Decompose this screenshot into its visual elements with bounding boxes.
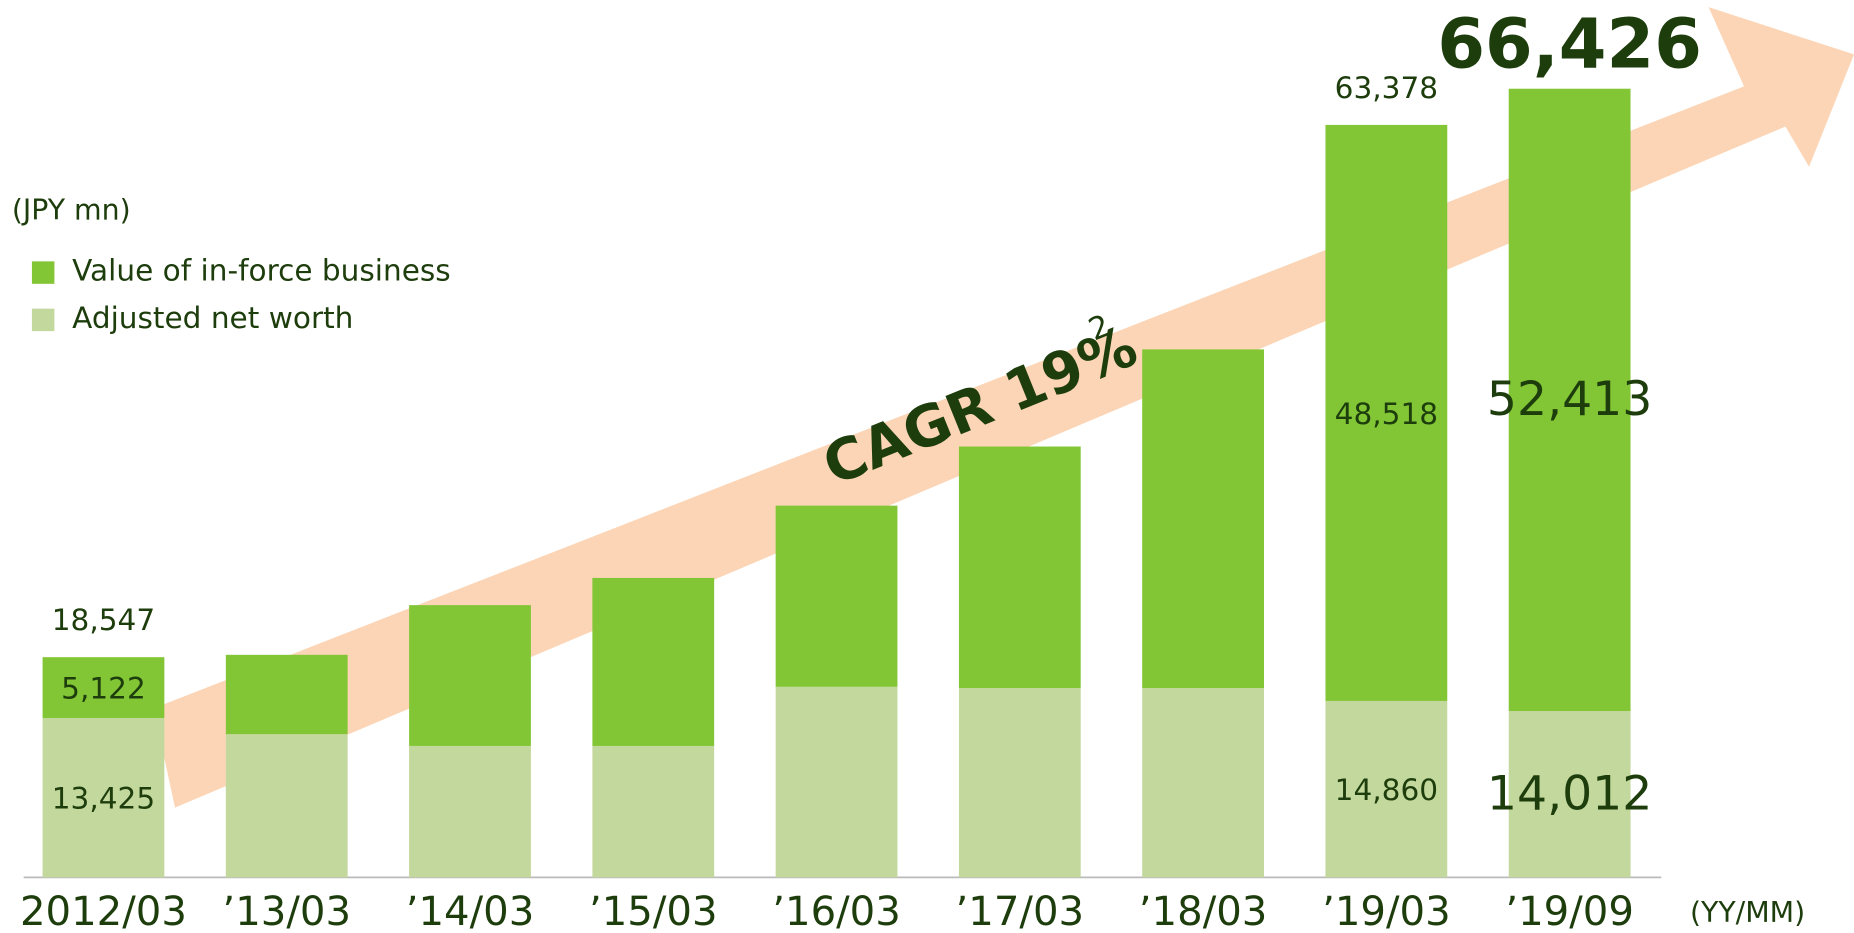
bar-segment [1142, 349, 1264, 689]
x-tick-label: ’18/03 [1139, 889, 1268, 933]
x-unit-label: (YY/MM) [1690, 896, 1805, 929]
legend: Value of in-force business Adjusted net w… [31, 253, 451, 335]
bar-segment [1508, 711, 1631, 878]
value-label: 14,012 [1487, 767, 1652, 822]
x-tick-label: ’17/03 [956, 889, 1085, 933]
x-tick-label: ’19/03 [1322, 889, 1451, 933]
legend-swatch [31, 308, 55, 332]
bar-segment [42, 717, 165, 878]
x-tick-label: 2012/03 [20, 889, 187, 933]
legend-label: Value of in-force business [72, 253, 451, 287]
bar-segment [592, 577, 715, 746]
bar-segment [958, 446, 1081, 689]
value-label: 5,122 [61, 671, 146, 705]
value-label: 52,413 [1487, 372, 1652, 427]
value-label: 48,518 [1335, 397, 1438, 431]
x-tick-label: ’16/03 [772, 889, 901, 933]
x-tick-label: ’15/03 [589, 889, 718, 933]
unit-label: (JPY mn) [12, 194, 131, 227]
x-tick-label: ’13/03 [222, 889, 351, 933]
total-label: 18,547 [52, 603, 155, 637]
value-label: 13,425 [52, 782, 155, 816]
bar-segment [1508, 88, 1631, 712]
bar-segment [775, 505, 898, 687]
legend-label: Adjusted net worth [72, 301, 353, 335]
bar-segment [1325, 124, 1448, 701]
bar-segment [958, 688, 1081, 878]
bar-segment [409, 745, 531, 878]
bar-segment [775, 686, 898, 878]
bar-segment [409, 605, 531, 746]
total-label: 63,378 [1335, 71, 1438, 105]
x-tick-label: ’19/09 [1505, 889, 1634, 933]
value-label: 14,860 [1335, 773, 1438, 807]
bar-segment [1142, 688, 1264, 878]
total-label: 66,426 [1437, 5, 1702, 85]
legend-swatch [31, 261, 55, 284]
trend-arrow [153, 7, 1854, 808]
x-tick-label: ’14/03 [406, 889, 535, 933]
bar-segment [42, 657, 165, 718]
bars [42, 88, 1631, 878]
bar-segment [1325, 700, 1448, 878]
bar-segment [225, 734, 348, 878]
bar-segment [225, 654, 348, 735]
bar-segment [592, 745, 715, 878]
